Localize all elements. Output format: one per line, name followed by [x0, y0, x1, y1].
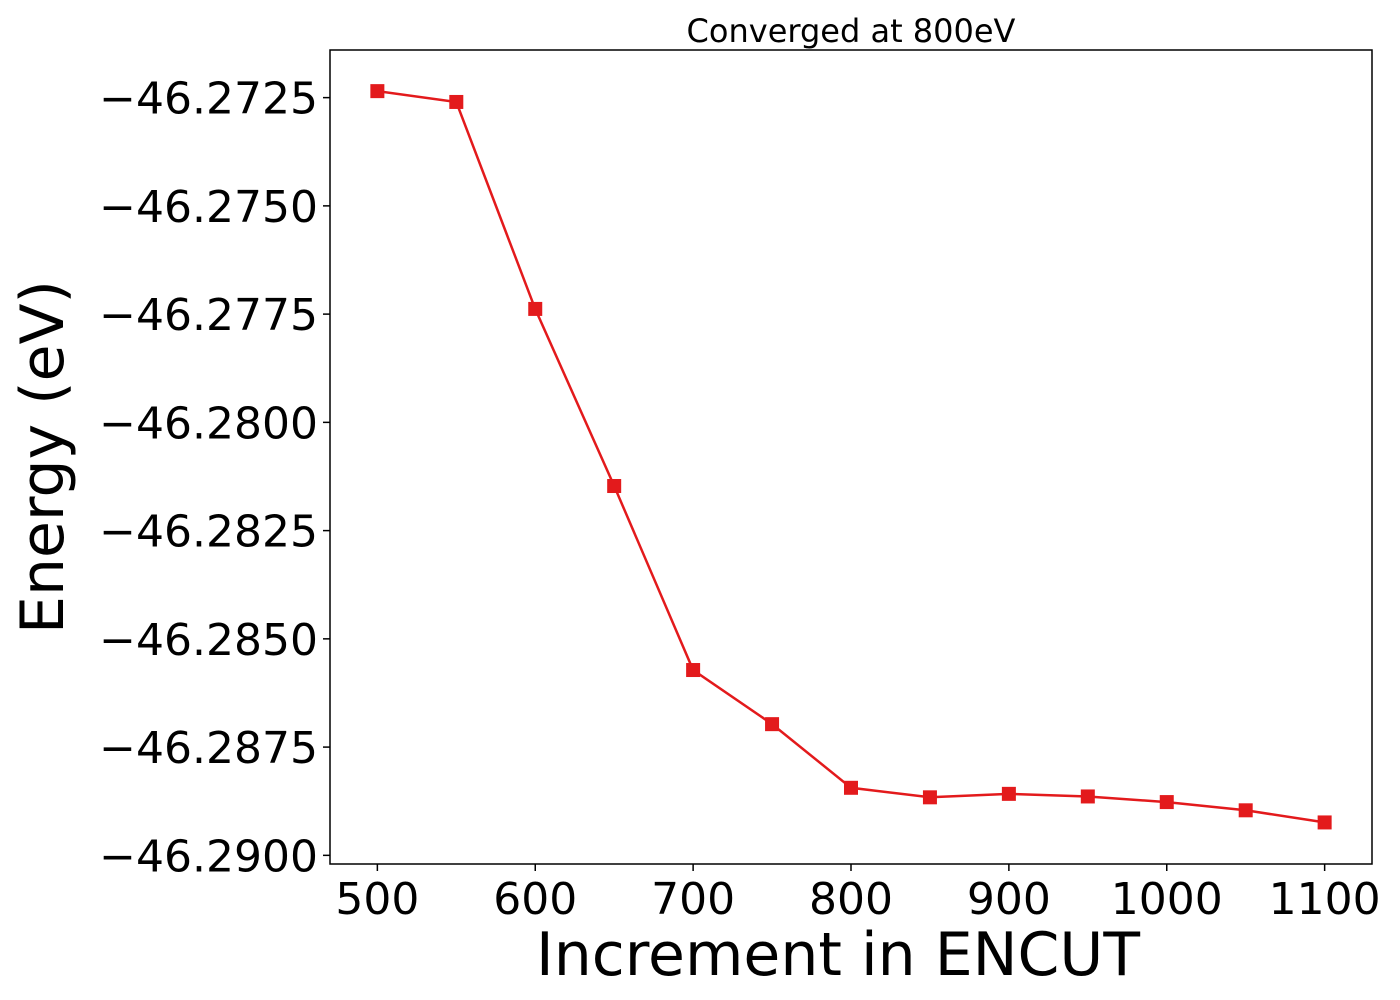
- data-point: [528, 301, 543, 316]
- y-tick-label: −46.2800: [99, 398, 318, 449]
- y-tick-label: −46.2775: [99, 290, 318, 341]
- chart-title: Converged at 800eV: [687, 12, 1016, 50]
- y-tick-label: −46.2750: [99, 182, 318, 233]
- data-point: [607, 479, 622, 494]
- data-point: [1080, 789, 1095, 804]
- data-point: [1159, 795, 1174, 810]
- data-point: [370, 84, 385, 99]
- x-tick-label: 900: [967, 874, 1051, 925]
- y-axis: −46.2725 −46.2750 −46.2775 −46.2800 −46.2825…: [99, 74, 330, 882]
- y-axis-label: Energy (eV): [8, 280, 78, 634]
- plot-area: [370, 84, 1332, 830]
- data-point: [844, 780, 858, 795]
- y-tick-label: −46.2850: [99, 615, 318, 666]
- data-point: [1238, 803, 1253, 818]
- data-point: [922, 790, 937, 805]
- y-tick-label: −46.2875: [99, 723, 318, 774]
- data-point: [1001, 786, 1016, 801]
- data-point: [765, 717, 780, 732]
- x-tick-label: 500: [335, 874, 419, 925]
- x-axis: 500 600 700 800 900 1000 1100: [335, 864, 1381, 925]
- data-point: [1317, 815, 1332, 830]
- data-point: [686, 663, 701, 678]
- x-tick-label: 1100: [1269, 874, 1381, 925]
- x-tick-label: 1000: [1111, 874, 1223, 925]
- y-tick-label: −46.2825: [99, 507, 318, 558]
- x-tick-label: 600: [493, 874, 577, 925]
- y-tick-label: −46.2900: [99, 831, 318, 882]
- x-tick-label: 700: [651, 874, 735, 925]
- x-tick-label: 800: [809, 874, 893, 925]
- data-point: [449, 94, 464, 109]
- y-tick-label: −46.2725: [99, 74, 318, 125]
- x-axis-label: Increment in ENCUT: [536, 920, 1140, 990]
